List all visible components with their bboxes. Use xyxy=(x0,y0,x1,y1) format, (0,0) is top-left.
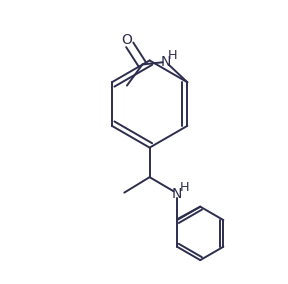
Text: N: N xyxy=(172,187,182,201)
Text: H: H xyxy=(179,181,189,194)
Text: H: H xyxy=(168,49,177,62)
Text: O: O xyxy=(121,33,132,47)
Text: N: N xyxy=(161,55,171,69)
